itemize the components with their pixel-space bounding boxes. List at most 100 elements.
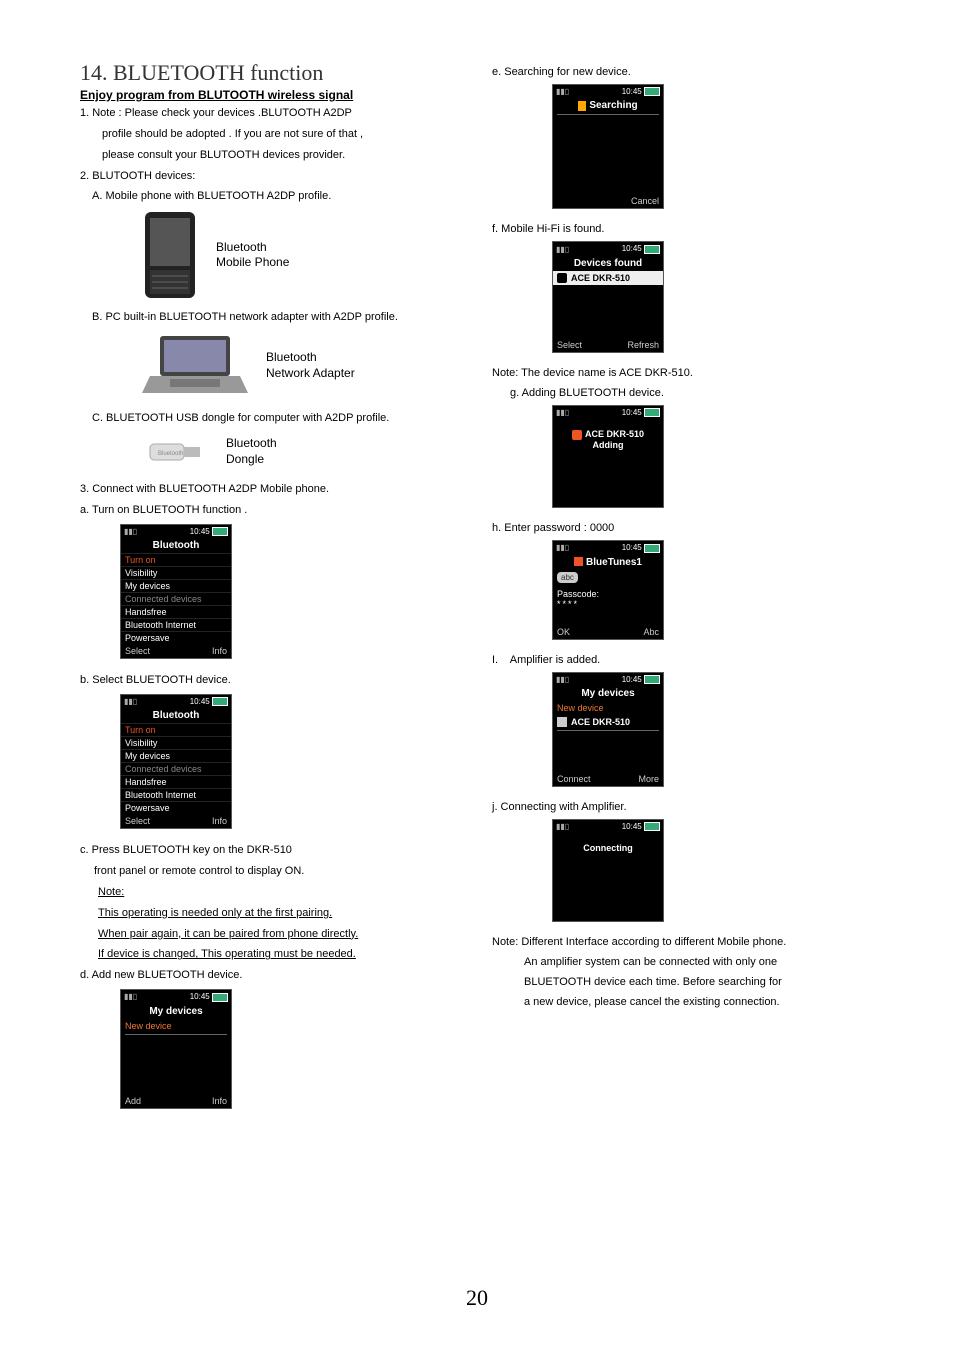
step-j: j. Connecting with Amplifier. [492,801,874,813]
menu-item: Powersave [121,801,231,814]
usb-dongle-illustration: Bluetooth [140,432,210,472]
device-name: ACE DKR-510 [571,273,630,283]
menu-item: Visibility [121,566,231,579]
device-row: ACE DKR-510 [553,715,663,729]
note-device-name: Note: The device name is ACE DKR-510. [492,367,874,379]
device-c-cap2: Dongle [226,452,277,468]
battery-icon [644,408,660,417]
menu-item: Handsfree [121,775,231,788]
screenshot-j: ▮▮▯ 10:45 Connecting [552,819,874,922]
menu-item: Powersave [121,631,231,644]
laptop-illustration [140,331,250,401]
battery-icon [644,675,660,684]
phone-screen-g: ▮▮▯ 10:45 ACE DKR-510 Adding [552,405,664,508]
softkey-left: Select [125,646,150,656]
screenshot-i: ▮▮▯ 10:45 My devices New device ACE DKR-… [552,672,874,787]
device-b-cap1: Bluetooth [266,350,355,366]
menu-item: Handsfree [121,605,231,618]
phone-screen-d: ▮▮▯ 10:45 My devices New device Add Info [120,989,232,1108]
note1-c: please consult your BLUTOOTH devices pro… [80,148,462,163]
phone-screen-a: ▮▮▯ 10:45 Bluetooth Turn on Visibility M… [120,524,232,659]
menu-item: Connected devices [121,762,231,775]
input-mode-chip: abc [557,572,578,583]
signal-icon: ▮▮▯ [124,697,137,706]
page-number: 20 [80,1285,874,1311]
screenshot-h: ▮▮▯ 10:45 BlueTunes1 abc Passcode: **** … [552,540,874,639]
note1-a: 1. Note : Please check your devices .BLU… [80,106,462,121]
softkey-left: Add [125,1096,141,1106]
softkey-right: More [638,774,659,784]
step-b: b. Select BLUETOOTH device. [80,673,462,688]
battery-icon [644,544,660,553]
screenshot-a: ▮▮▯ 10:45 Bluetooth Turn on Visibility M… [120,524,462,659]
step-h: h. Enter password : 0000 [492,522,874,534]
softkey-right: Abc [643,627,659,637]
battery-icon [644,822,660,831]
device-a-cap1: Bluetooth [216,240,289,256]
screenshot-e: ▮▮▯ 10:45 Searching Cancel [552,84,874,209]
softkey-right: Cancel [631,196,659,206]
menu-item: Visibility [121,736,231,749]
softkey-right: Refresh [627,340,659,350]
device-c-cap1: Bluetooth [226,436,277,452]
device-icon [557,273,567,283]
battery-icon [644,87,660,96]
time-label: 10:45 [622,675,642,684]
device-b-caption: Bluetooth Network Adapter [266,350,355,381]
phone-screen-i: ▮▮▯ 10:45 My devices New device ACE DKR-… [552,672,664,787]
time-label: 10:45 [190,527,210,536]
device-a-row: Bluetooth Mobile Phone [140,210,462,300]
menu-item: Bluetooth Internet [121,618,231,631]
signal-icon: ▮▮▯ [556,822,569,831]
step3: 3. Connect with BLUETOOTH A2DP Mobile ph… [80,482,462,497]
screen-title: Bluetooth [121,708,231,723]
time-label: 10:45 [622,87,642,96]
menu-item: My devices [121,579,231,592]
step-e: e. Searching for new device. [492,66,874,78]
time-label: 10:45 [622,543,642,552]
step-c-2: front panel or remote control to display… [80,864,462,879]
searching-label: Searching [589,100,637,111]
screen-title: My devices [553,686,663,701]
signal-icon: ▮▮▯ [556,543,569,552]
adding-icon [572,430,582,440]
menu-list: Turn on Visibility My devices Connected … [121,553,231,644]
battery-icon [212,697,228,706]
step-g: g. Adding BLUETOOTH device. [492,387,874,399]
devices-header: 2. BLUTOOTH devices: [80,169,462,184]
softkey-left: Select [557,340,582,350]
bt-icon [574,557,583,566]
phone-screen-e: ▮▮▯ 10:45 Searching Cancel [552,84,664,209]
screen-title: BlueTunes1 [553,555,663,570]
enjoy-line: Enjoy program from BLUTOOTH wireless sig… [80,88,462,102]
time-label: 10:45 [622,408,642,417]
screenshot-b: ▮▮▯ 10:45 Bluetooth Turn on Visibility M… [120,694,462,829]
final-note-3: BLUETOOTH device each time. Before searc… [492,976,874,988]
signal-icon: ▮▮▯ [124,992,137,1001]
time-label: 10:45 [190,697,210,706]
signal-icon: ▮▮▯ [556,87,569,96]
battery-icon [212,527,228,536]
menu-list: Turn on Visibility My devices Connected … [121,723,231,814]
device-row: ACE DKR-510 [553,271,663,285]
time-label: 10:45 [622,244,642,253]
step-c-note1: This operating is needed only at the fir… [80,906,462,921]
dev-a: A. Mobile phone with BLUETOOTH A2DP prof… [80,189,462,204]
screenshot-g: ▮▮▯ 10:45 ACE DKR-510 Adding [552,405,874,508]
phone-screen-f: ▮▮▯ 10:45 Devices found ACE DKR-510 Sele… [552,241,664,352]
device-c-row: Bluetooth Bluetooth Dongle [140,432,462,472]
step-c-note-label: Note: [80,885,462,900]
battery-icon [644,245,660,254]
menu-item: Turn on [121,553,231,566]
device-b-cap2: Network Adapter [266,366,355,382]
device-a-cap2: Mobile Phone [216,255,289,271]
device-a-caption: Bluetooth Mobile Phone [216,240,289,271]
connecting-label: Connecting [583,843,633,853]
note1-b: profile should be adopted . If you are n… [80,127,462,142]
screenshot-d: ▮▮▯ 10:45 My devices New device Add Info [120,989,462,1108]
softkey-right: Info [212,1096,227,1106]
softkey-right: Info [212,646,227,656]
final-note-4: a new device, please cancel the existing… [492,996,874,1008]
dev-b: B. PC built-in BLUETOOTH network adapter… [80,310,462,325]
menu-item: Connected devices [121,592,231,605]
